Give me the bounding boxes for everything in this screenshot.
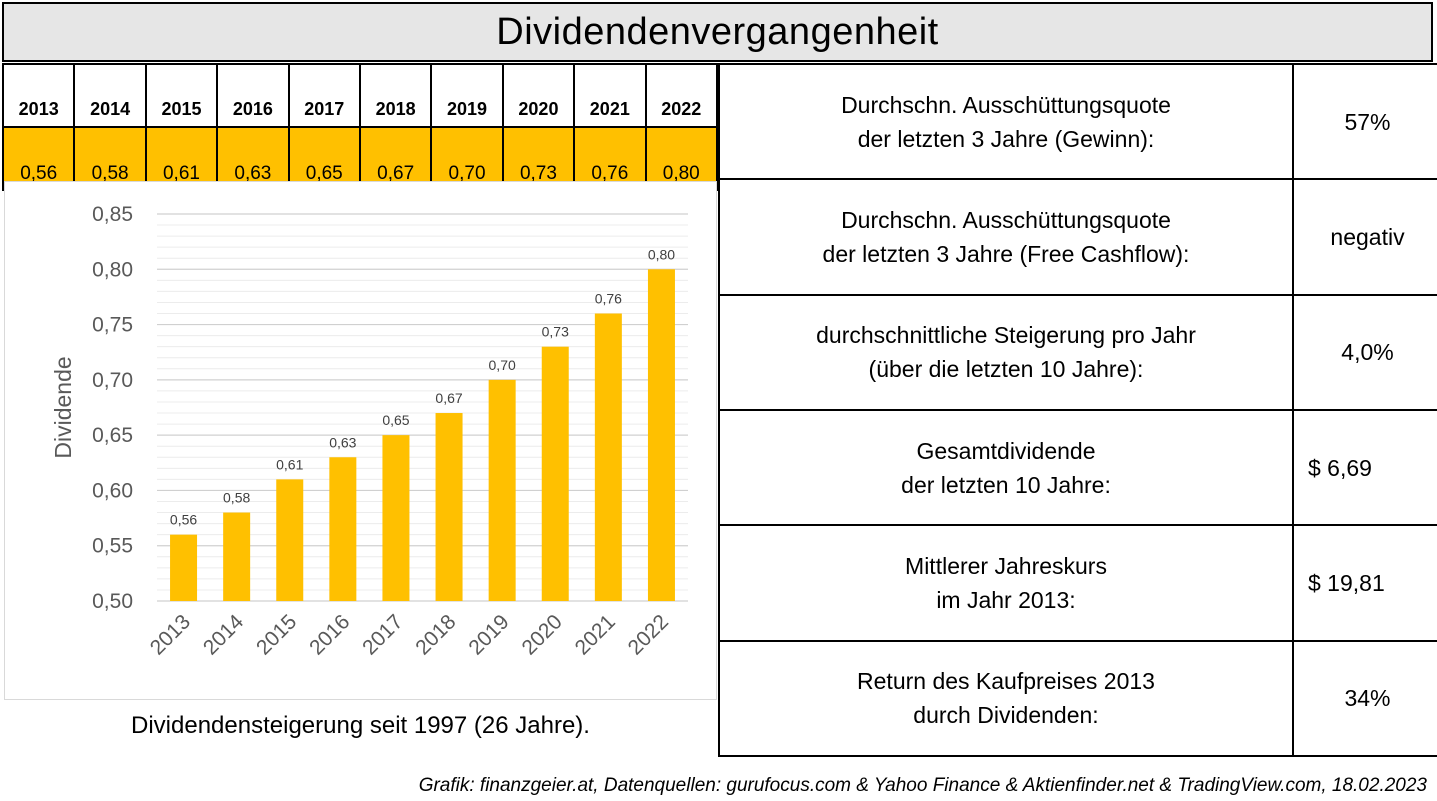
value-cell: 0,76 — [573, 126, 647, 191]
y-tick-label: 0,80 — [92, 258, 133, 281]
data-label: 0,76 — [595, 291, 622, 307]
value-row: 0,56 0,58 0,61 0,63 0,65 0,67 0,70 0,73 … — [1, 126, 719, 191]
y-tick-label: 0,65 — [92, 424, 133, 447]
bar — [435, 413, 463, 601]
kpi-label-line: im Jahr 2013: — [936, 586, 1076, 613]
x-tick-label: 2022 — [624, 610, 673, 659]
kpi-label-line: der letzten 3 Jahre (Gewinn): — [857, 125, 1155, 152]
y-tick-label: 0,55 — [92, 535, 133, 558]
data-label: 0,80 — [648, 246, 675, 262]
kpi-label-line: Durchschn. Ausschüttungsquote — [841, 91, 1171, 118]
x-tick-label: 2017 — [358, 610, 407, 659]
x-tick-label: 2016 — [305, 610, 354, 659]
x-tick-label: 2019 — [464, 610, 513, 659]
bar — [223, 512, 251, 601]
kpi-value: $ 19,81 — [1292, 524, 1437, 642]
bar — [594, 313, 622, 601]
year-cell: 2017 — [287, 63, 361, 128]
y-tick-label: 0,50 — [92, 590, 133, 613]
kpi-label-line: der letzten 10 Jahre: — [901, 471, 1111, 498]
kpi-row: Durchschn. Ausschüttungsquote der letzte… — [718, 62, 1437, 181]
bar — [382, 435, 410, 601]
kpi-label-line: Return des Kaufpreises 2013 — [857, 668, 1155, 695]
data-label: 0,67 — [435, 390, 462, 406]
kpi-label-line: durch Dividenden: — [913, 702, 1099, 729]
bar — [329, 457, 357, 601]
y-tick-label: 0,85 — [92, 203, 133, 226]
y-tick-label: 0,75 — [92, 314, 133, 337]
y-tick-label: 0,70 — [92, 369, 133, 392]
kpi-label: Durchschn. Ausschüttungsquote der letzte… — [718, 178, 1294, 296]
kpi-value: negativ — [1292, 178, 1437, 296]
data-label: 0,73 — [542, 324, 569, 340]
value-cell: 0,80 — [644, 126, 719, 191]
kpi-table: Durchschn. Ausschüttungsquote der letzte… — [718, 62, 1437, 758]
kpi-label-line: Mittlerer Jahreskurs — [905, 552, 1107, 579]
page-title: Dividendenvergangenheit — [2, 2, 1433, 62]
data-label: 0,63 — [329, 434, 356, 450]
x-tick-label: 2013 — [146, 610, 195, 659]
y-axis-label: Dividende — [50, 356, 76, 458]
chart-caption: Dividendensteigerung seit 1997 (26 Jahre… — [131, 712, 590, 739]
x-tick-label: 2018 — [411, 610, 460, 659]
year-cell: 2020 — [501, 63, 576, 128]
kpi-row: Durchschn. Ausschüttungsquote der letzte… — [718, 178, 1437, 296]
x-tick-label: 2014 — [199, 610, 249, 660]
data-label: 0,56 — [170, 512, 197, 528]
bar — [647, 269, 675, 601]
value-cell: 0,63 — [216, 126, 290, 191]
kpi-label-line: Durchschn. Ausschüttungsquote — [841, 206, 1171, 233]
year-cell: 2022 — [644, 63, 719, 128]
kpi-label: Mittlerer Jahreskurs im Jahr 2013: — [718, 524, 1294, 642]
value-cell: 0,73 — [501, 126, 576, 191]
data-label: 0,70 — [489, 357, 516, 373]
kpi-value: $ 6,69 — [1292, 408, 1437, 527]
year-cell: 2021 — [573, 63, 647, 128]
x-tick-label: 2020 — [517, 610, 566, 659]
value-cell: 0,56 — [1, 126, 76, 191]
year-row: 2013 2014 2015 2016 2017 2018 2019 2020 … — [1, 63, 719, 128]
data-label: 0,61 — [276, 456, 303, 472]
kpi-value: 4,0% — [1292, 293, 1437, 411]
kpi-label: Return des Kaufpreises 2013 durch Divide… — [718, 639, 1294, 758]
bar — [488, 379, 516, 601]
value-cell: 0,67 — [358, 126, 433, 191]
bar — [541, 346, 569, 601]
kpi-value: 34% — [1292, 639, 1437, 758]
kpi-label-line: der letzten 3 Jahre (Free Cashflow): — [822, 240, 1190, 267]
year-cell: 2013 — [1, 63, 76, 128]
year-cell: 2016 — [216, 63, 290, 128]
kpi-row: Gesamtdividende der letzten 10 Jahre: $ … — [718, 408, 1437, 527]
kpi-row: Return des Kaufpreises 2013 durch Divide… — [718, 639, 1437, 758]
dividend-year-table: 2013 2014 2015 2016 2017 2018 2019 2020 … — [1, 63, 719, 191]
value-cell: 0,70 — [430, 126, 504, 191]
kpi-label-line: Gesamtdividende — [916, 437, 1096, 464]
kpi-label-line: (über die letzten 10 Jahre): — [868, 356, 1144, 383]
year-cell: 2018 — [358, 63, 433, 128]
x-tick-label: 2021 — [571, 610, 620, 659]
value-cell: 0,58 — [73, 126, 147, 191]
kpi-row: Mittlerer Jahreskurs im Jahr 2013: $ 19,… — [718, 524, 1437, 642]
dividend-bar-chart: 0,50 0,55 0,60 0,65 0,70 0,75 0,80 0,85 Dividend… — [4, 181, 717, 700]
kpi-row: durchschnittliche Steigerung pro Jahr (ü… — [718, 293, 1437, 411]
kpi-label-line: durchschnittliche Steigerung pro Jahr — [816, 322, 1196, 349]
source-footer: Grafik: finanzgeier.at, Datenquellen: gu… — [418, 775, 1427, 796]
bar — [170, 534, 198, 601]
year-cell: 2014 — [73, 63, 147, 128]
kpi-label: durchschnittliche Steigerung pro Jahr (ü… — [718, 293, 1294, 411]
chart-svg: 0,50 0,55 0,60 0,65 0,70 0,75 0,80 0,85 Dividend… — [50, 203, 688, 660]
x-tick-label: 2015 — [252, 610, 301, 659]
y-tick-label: 0,60 — [92, 479, 133, 502]
value-cell: 0,65 — [287, 126, 361, 191]
year-cell: 2019 — [430, 63, 504, 128]
data-label: 0,65 — [382, 412, 409, 428]
bar — [276, 479, 304, 601]
kpi-label: Gesamtdividende der letzten 10 Jahre: — [718, 408, 1294, 527]
kpi-value: 57% — [1292, 62, 1437, 181]
data-label: 0,58 — [223, 490, 250, 506]
year-cell: 2015 — [144, 63, 219, 128]
kpi-label: Durchschn. Ausschüttungsquote der letzte… — [718, 62, 1294, 181]
